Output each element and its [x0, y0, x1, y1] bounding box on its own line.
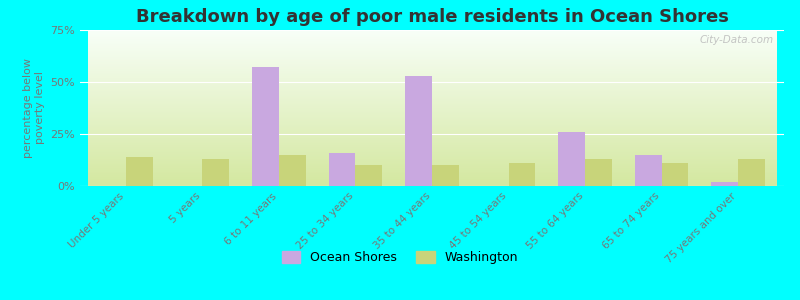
- Bar: [406, 76, 432, 186]
- Bar: [279, 155, 306, 186]
- Legend: Ocean Shores, Washington: Ocean Shores, Washington: [277, 246, 523, 269]
- Bar: [585, 159, 612, 186]
- Title: Breakdown by age of poor male residents in Ocean Shores: Breakdown by age of poor male residents …: [135, 8, 729, 26]
- Y-axis label: percentage below
poverty level: percentage below poverty level: [23, 58, 45, 158]
- Bar: [711, 182, 738, 186]
- Bar: [738, 159, 765, 186]
- Bar: [202, 159, 230, 186]
- Bar: [329, 153, 355, 186]
- Bar: [432, 165, 458, 186]
- Bar: [558, 132, 585, 186]
- Bar: [634, 155, 662, 186]
- Bar: [355, 165, 382, 186]
- Bar: [252, 68, 279, 186]
- Bar: [509, 163, 535, 186]
- Text: City-Data.com: City-Data.com: [699, 35, 774, 45]
- Bar: [662, 163, 688, 186]
- Bar: [126, 157, 153, 186]
